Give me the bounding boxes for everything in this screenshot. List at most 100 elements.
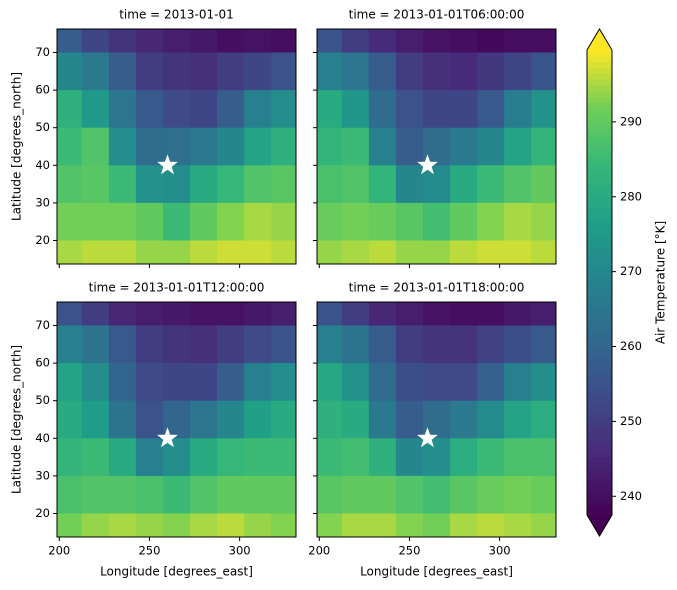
heat-cell [341, 165, 370, 204]
heat-cell [450, 29, 478, 53]
heat-cell [477, 475, 505, 514]
colorbar-segment [587, 183, 612, 191]
colorbar-segment [587, 346, 612, 353]
heat-cell [422, 90, 451, 129]
heat-cell [395, 438, 424, 477]
heat-cell [395, 240, 424, 264]
heat-cell [135, 29, 164, 53]
star-marker [417, 427, 438, 448]
heat-cell [190, 165, 218, 204]
heat-cell [190, 90, 218, 129]
heat-cell [190, 302, 218, 326]
colorbar-segment [587, 154, 612, 162]
heat-cell [271, 240, 296, 264]
heat-cell [395, 165, 424, 204]
colorbar-segment [587, 480, 612, 487]
axes-frame [316, 301, 557, 538]
heat-cell [135, 363, 164, 402]
heat-cell [217, 29, 245, 53]
colorbar-segment [587, 218, 612, 225]
heat-cell [244, 325, 272, 364]
plot-area [317, 302, 556, 537]
colorbar-segment [587, 323, 612, 330]
colorbar-outline [586, 28, 613, 537]
heat-cell [108, 438, 137, 477]
colorbar-segment [587, 160, 612, 167]
heat-cell [504, 475, 532, 514]
heat-cell [162, 438, 191, 477]
colorbar-segment [587, 90, 612, 98]
x-tick-label: 250 [138, 544, 160, 558]
heat-cell [450, 202, 478, 241]
panel-title: time = 2013-01-01 [119, 8, 234, 22]
heat-cell [477, 302, 505, 326]
heat-cell [271, 513, 296, 537]
colorbar-segment [587, 416, 612, 423]
heat-cell [57, 52, 83, 91]
heat-cell [81, 302, 110, 326]
heat-cell [395, 363, 424, 402]
heat-cell [368, 29, 397, 53]
colorbar-segment [587, 369, 612, 377]
heat-cell [422, 165, 451, 204]
heat-cell [504, 438, 532, 477]
heat-cell [395, 52, 424, 91]
heat-cell [531, 90, 556, 129]
heat-cell [368, 513, 397, 537]
y-tick-label: 30 [35, 195, 50, 209]
heat-cell [368, 90, 397, 129]
heat-cell [190, 127, 218, 166]
heat-cell [317, 202, 343, 241]
heat-cell [135, 90, 164, 129]
heat-cell [271, 90, 296, 129]
heat-cell [108, 202, 137, 241]
heat-cell [341, 302, 370, 326]
heat-cell [108, 90, 137, 129]
colorbar-segment [587, 445, 612, 452]
heat-cell [531, 202, 556, 241]
heat-cell [162, 165, 191, 204]
axes-frame [56, 301, 297, 538]
heat-cell [271, 29, 296, 53]
colorbar-segment [587, 491, 612, 499]
colorbar-segment [587, 410, 612, 417]
heat-cell [81, 513, 110, 537]
heat-cell [135, 400, 164, 439]
heat-cell [162, 29, 191, 53]
heat-cell [531, 240, 556, 264]
heat-cell [135, 165, 164, 204]
colorbar-segment [587, 427, 612, 435]
heat-cell [504, 90, 532, 129]
colorbar-extend-bottom [587, 515, 612, 536]
colorbar-segment [587, 468, 612, 475]
heat-cell [317, 475, 343, 514]
heat-cell [57, 165, 83, 204]
heat-cell [531, 438, 556, 477]
heat-cell [108, 127, 137, 166]
heat-cell [395, 90, 424, 129]
colorbar-segment [587, 392, 612, 400]
heat-cell [531, 363, 556, 402]
heat-cell [244, 127, 272, 166]
colorbar-segment [587, 79, 612, 86]
heat-cell [162, 90, 191, 129]
heat-cell [162, 513, 191, 537]
colorbar-segment [587, 125, 612, 132]
heat-cell [368, 475, 397, 514]
heat-cell [450, 475, 478, 514]
colorbar-segment [587, 73, 612, 80]
heat-cell [450, 302, 478, 326]
heat-cell [244, 202, 272, 241]
heat-cell [81, 52, 110, 91]
heat-cell [108, 325, 137, 364]
heat-cell [341, 513, 370, 537]
colorbar-segment [587, 224, 612, 231]
heat-cell [190, 325, 218, 364]
heat-cell [108, 475, 137, 514]
heat-cell [368, 240, 397, 264]
colorbar-segment [587, 439, 612, 446]
y-tick-label: 40 [35, 431, 50, 445]
heat-cell [135, 202, 164, 241]
heat-cell [217, 400, 245, 439]
heat-cell [450, 400, 478, 439]
